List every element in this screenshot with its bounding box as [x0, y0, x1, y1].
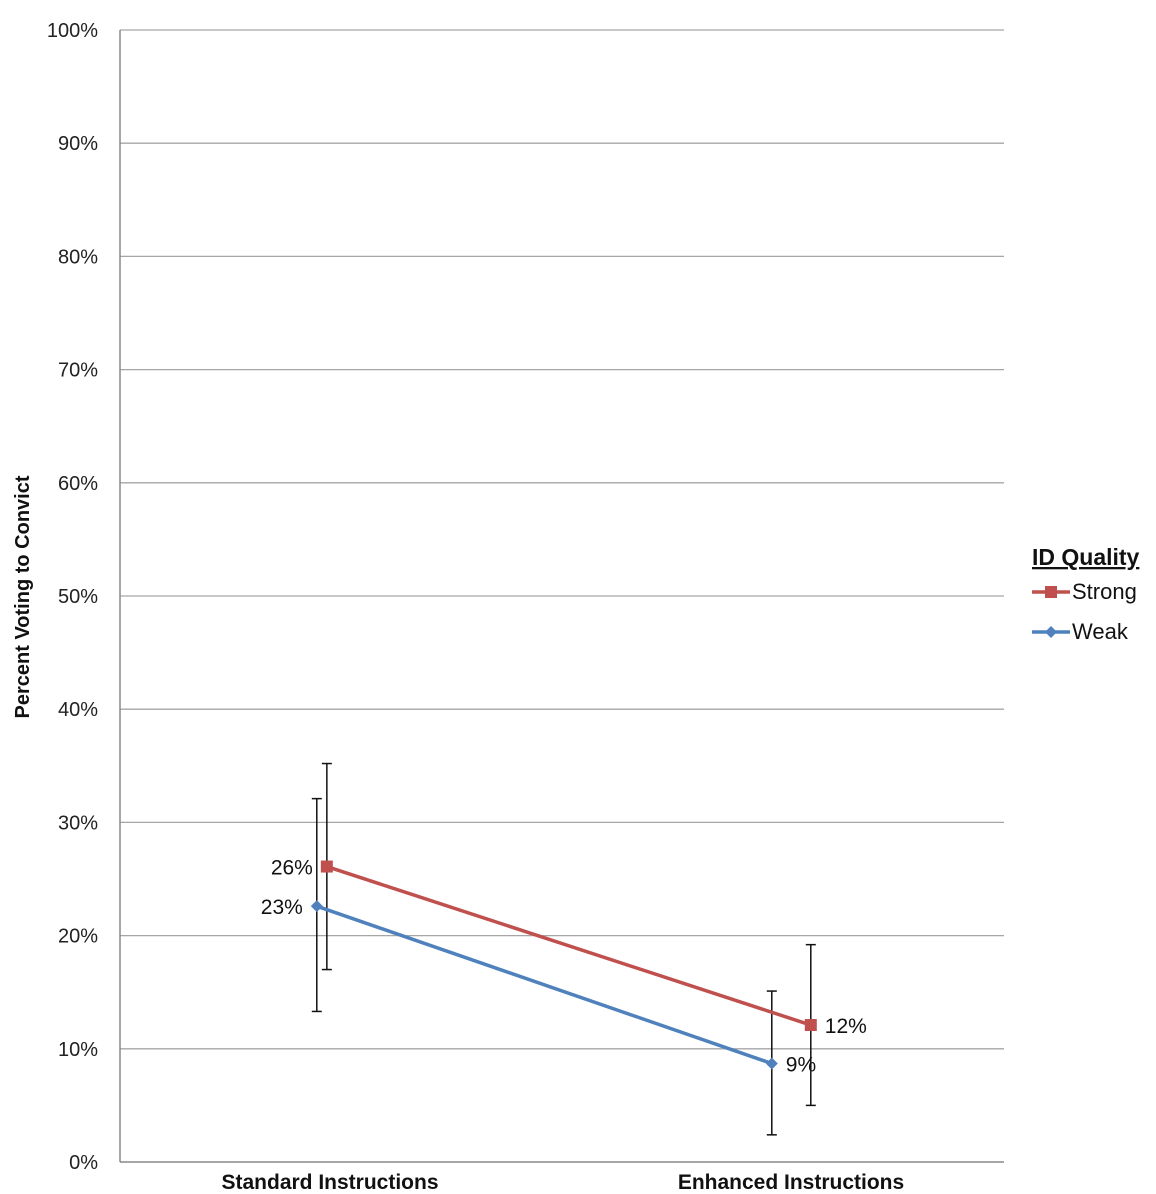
y-tick-label: 80% [58, 246, 98, 268]
y-tick-label: 90% [58, 133, 98, 155]
y-tick-label: 50% [58, 586, 98, 608]
series-line-weak [316, 904, 773, 1066]
y-tick-labels: 0% 10% 20% 30% 40% 50% 60% 70% 80% 90% 100% [47, 20, 98, 1174]
axes [119, 30, 1004, 1163]
y-tick-label: 20% [58, 926, 98, 948]
y-tick-label: 0% [69, 1152, 98, 1174]
legend: ID Quality Strong Weak [1032, 544, 1140, 644]
data-label-strong: 12% [825, 1015, 867, 1038]
y-tick-label: 70% [58, 360, 98, 382]
y-tick-label: 60% [58, 473, 98, 495]
y-tick-label: 100% [47, 20, 98, 42]
series-line-strong [326, 864, 812, 1027]
data-point-weak [765, 1057, 778, 1070]
legend-label-strong: Strong [1072, 579, 1137, 604]
y-tick-label: 10% [58, 1039, 98, 1061]
legend-title: ID Quality [1032, 544, 1140, 570]
y-tick-label: 30% [58, 812, 98, 834]
data-label-weak: 23% [261, 896, 303, 919]
data-labels: 23% 9% 26% 12% [261, 857, 867, 1077]
x-tick-label: Enhanced Instructions [678, 1171, 904, 1194]
series-markers [310, 860, 817, 1070]
legend-label-weak: Weak [1072, 619, 1129, 644]
data-point-weak [310, 900, 323, 913]
data-label-strong: 26% [271, 857, 313, 880]
data-point-strong [320, 860, 333, 873]
series-lines [316, 864, 812, 1066]
y-tick-label: 40% [58, 699, 98, 721]
legend-marker-weak [1045, 626, 1057, 638]
data-label-weak: 9% [786, 1054, 816, 1077]
x-tick-labels: Standard Instructions Enhanced Instructio… [221, 1171, 904, 1194]
data-point-strong [804, 1019, 817, 1032]
legend-marker-strong [1045, 586, 1057, 598]
x-tick-label: Standard Instructions [221, 1171, 438, 1194]
gridlines [120, 29, 1004, 1050]
error-bars [311, 762, 816, 1136]
y-axis-title: Percent Voting to Convict [12, 475, 34, 718]
